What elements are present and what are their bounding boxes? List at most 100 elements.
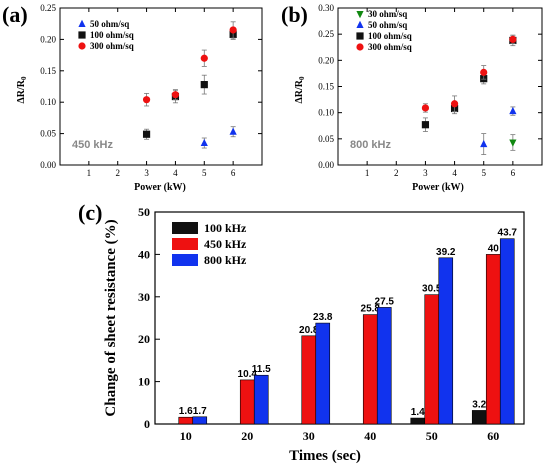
panel-c-bar bbox=[438, 257, 454, 425]
panel-b-y-tick-label: 0.00 bbox=[318, 160, 334, 170]
panel-c-legend-label: 800 kHz bbox=[204, 253, 247, 267]
panel-b-y-tick-label: 0.10 bbox=[318, 108, 334, 118]
panel-b-data-point bbox=[480, 139, 488, 148]
panel-c-y-tick-label: 20 bbox=[138, 332, 150, 346]
panel-a-y-tick-label: 0.00 bbox=[40, 160, 56, 170]
panel-a-legend-label: 300 ohm/sq bbox=[90, 41, 134, 51]
panel-c-bar bbox=[424, 294, 440, 425]
panel-b-data-point bbox=[421, 121, 430, 129]
panel-b-y-tick-label: 0.25 bbox=[318, 29, 334, 39]
panel-b-x-tick-label: 1 bbox=[365, 168, 370, 178]
panel-a-plot-frame bbox=[59, 7, 263, 166]
panel-a-data-point bbox=[200, 81, 208, 89]
panel-c-legend-label: 100 kHz bbox=[204, 221, 247, 235]
panel-c-legend-swatch bbox=[172, 254, 198, 266]
panel-c-xlabel: Times (sec) bbox=[289, 448, 361, 464]
panel-c-legend-swatch bbox=[172, 238, 198, 250]
panel-a-y-tick-label: 0.20 bbox=[40, 34, 56, 44]
panel-c-letter: (c) bbox=[78, 200, 102, 225]
panel-c: (c) Times (sec) Change of sheet resistan… bbox=[78, 200, 525, 464]
panel-c-data-label: 1.6 bbox=[179, 406, 193, 417]
panel-b-legend-marker bbox=[356, 20, 364, 28]
panel-b-legend-marker bbox=[356, 43, 364, 51]
panel-a-legend-label: 50 ohm/sq bbox=[90, 19, 129, 29]
panel-c-bar bbox=[471, 410, 487, 425]
panel-c-bar bbox=[178, 416, 194, 425]
panel-b-letter: (b) bbox=[281, 2, 308, 27]
panel-a-y-tick-label: 0.05 bbox=[40, 129, 56, 139]
panel-c-y-tick-label: 10 bbox=[138, 375, 150, 389]
panel-c-y-tick-label: 50 bbox=[138, 205, 150, 219]
panel-b-x-tick-label: 4 bbox=[452, 168, 457, 178]
panel-a-y-tick-label: 0.10 bbox=[40, 97, 56, 107]
panel-a-letter: (a) bbox=[2, 2, 28, 27]
panel-a-x-tick-label: 5 bbox=[202, 168, 207, 178]
panel-a-x-tick-label: 1 bbox=[87, 168, 92, 178]
panel-c-legend-swatch bbox=[172, 222, 198, 234]
panel-c-bar bbox=[315, 322, 331, 425]
panel-a-data-point bbox=[229, 26, 237, 34]
panel-b-ylabel: ΔR/R0 bbox=[294, 76, 306, 104]
panel-a-x-tick-label: 6 bbox=[231, 168, 236, 178]
panel-b-data-point bbox=[509, 139, 517, 147]
panel-a-legend-label: 100 ohm/sq bbox=[90, 30, 134, 40]
panel-c-data-label: 39.2 bbox=[436, 247, 456, 258]
panel-b-x-tick-label: 3 bbox=[423, 168, 428, 178]
panel-a-data-point bbox=[229, 127, 237, 135]
panel-b-data-point bbox=[509, 35, 517, 44]
panel-c-y-tick-label: 0 bbox=[144, 417, 150, 431]
panel-a-data-point bbox=[142, 130, 151, 138]
panel-c-x-tick-label: 30 bbox=[303, 429, 315, 443]
panel-b-y-tick-label: 0.15 bbox=[318, 82, 334, 92]
panel-c-data-label: 30.5 bbox=[422, 284, 442, 295]
panel-b-legend-label: 30 ohm/sq bbox=[368, 9, 407, 19]
panel-b-legend-marker bbox=[356, 32, 364, 40]
panel-c-x-tick-label: 10 bbox=[180, 429, 192, 443]
panel-b-data-point bbox=[421, 104, 430, 112]
panel-c-y-tick-label: 40 bbox=[138, 247, 150, 261]
panel-a-x-tick-label: 3 bbox=[144, 168, 149, 178]
panel-b-x-tick-label: 5 bbox=[481, 168, 486, 178]
panel-c-x-tick-label: 20 bbox=[241, 429, 253, 443]
panel-a: (a) Power (kW) ΔR/R0 450 kHz 1 2 3 4 5 6 0.00 0… bbox=[2, 2, 263, 193]
panel-c-data-label: 27.5 bbox=[375, 296, 395, 307]
panel-c-data-label: 23.8 bbox=[313, 312, 333, 323]
panel-b-legend-label: 50 ohm/sq bbox=[368, 20, 407, 30]
panel-b-xlabel: Power (kW) bbox=[412, 182, 464, 193]
panel-c-data-label: 11.5 bbox=[252, 364, 271, 375]
panel-c-bar bbox=[485, 254, 501, 425]
panel-b: (b) Power (kW) ΔR/R0 800 kHz 1 2 3 4 5 6 0.00 0… bbox=[281, 2, 543, 193]
panel-b-frequency-annotation: 800 kHz bbox=[350, 139, 391, 151]
panel-b-legend-marker bbox=[356, 11, 364, 19]
panel-c-data-label: 1.4 bbox=[411, 407, 425, 418]
panel-c-bar bbox=[499, 238, 515, 425]
panel-a-data-point bbox=[171, 91, 180, 99]
panel-b-data-point bbox=[509, 106, 517, 115]
panel-a-xlabel: Power (kW) bbox=[134, 182, 186, 193]
panel-c-data-label: 40 bbox=[488, 243, 500, 254]
panel-a-y-tick-label: 0.25 bbox=[40, 3, 56, 13]
panel-c-y-tick-label: 30 bbox=[138, 290, 150, 304]
panel-b-y-tick-label: 0.05 bbox=[318, 134, 334, 144]
panel-c-data-label: 20.8 bbox=[299, 325, 319, 336]
panel-a-legend-marker bbox=[78, 31, 86, 39]
panel-a-data-point bbox=[200, 138, 208, 147]
panel-c-bar bbox=[253, 374, 269, 425]
panel-c-bar bbox=[376, 307, 392, 425]
panel-b-data-point bbox=[450, 100, 459, 108]
panel-c-x-tick-label: 60 bbox=[487, 429, 499, 443]
panel-c-data-label: 3.2 bbox=[472, 399, 486, 410]
panel-a-y-tick-label: 0.15 bbox=[40, 66, 56, 76]
panel-c-data-label: 10.4 bbox=[238, 369, 258, 380]
panel-c-data-label: 1.7 bbox=[193, 406, 207, 417]
panel-c-bar bbox=[239, 379, 255, 425]
panel-a-x-tick-label: 2 bbox=[115, 168, 120, 178]
panel-a-data-point bbox=[200, 54, 208, 62]
panel-b-y-tick-label: 0.30 bbox=[318, 3, 334, 13]
panel-c-bar bbox=[301, 335, 317, 425]
panel-c-plot-frame bbox=[154, 211, 525, 425]
panel-c-legend-label: 450 kHz bbox=[204, 237, 247, 251]
panel-a-data-point bbox=[142, 96, 151, 104]
panel-b-x-tick-label: 6 bbox=[511, 168, 516, 178]
